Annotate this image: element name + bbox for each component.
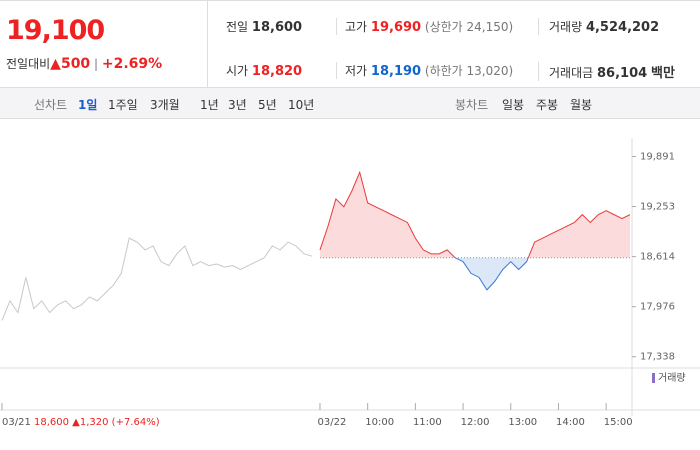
info-unit: 백만 — [651, 66, 675, 81]
info-label: 거래대금 — [549, 66, 594, 80]
info-note: (상한가 24,150) — [424, 20, 514, 34]
tab[interactable]: 3개월 — [150, 98, 180, 112]
info-note: (하한가 13,020) — [424, 64, 514, 78]
tab-group-label: 선차트 — [34, 98, 68, 112]
y-tick-label: 19,891 — [640, 152, 675, 163]
info-value: 18,820 — [251, 64, 303, 79]
tab[interactable]: 일봉 — [502, 98, 525, 112]
header: 19,100 전일대비▲500 | +2.69% 전일 18,600 고가 19… — [0, 0, 700, 88]
tab[interactable]: 1주일 — [108, 98, 138, 112]
change-rate: +2.69% — [101, 56, 163, 72]
volume-legend: 거래량 — [658, 372, 686, 384]
x-tick-label: 13:00 — [508, 417, 537, 428]
x-tick-label: 10:00 — [365, 417, 394, 428]
tab[interactable]: 1일 — [78, 98, 98, 112]
price-line-up — [319, 170, 631, 258]
footer-summary: 18,600 ▲1,320 (+7.64%) — [34, 417, 160, 428]
tab[interactable]: 월봉 — [570, 98, 593, 112]
x-tick-label: 12:00 — [461, 417, 490, 428]
change: 전일대비▲500 | +2.69% — [6, 56, 163, 72]
price-line-down — [454, 257, 529, 291]
info-label: 거래량 — [549, 20, 583, 34]
info-value: 86,104 — [597, 66, 648, 81]
area-down — [319, 257, 630, 290]
x-tick-label: 03/21 — [2, 417, 31, 428]
info-value: 18,190 — [370, 64, 422, 79]
info-label: 시가 — [226, 64, 249, 78]
x-tick-label: 14:00 — [556, 417, 585, 428]
info-table: 전일 18,600 고가 19,690 (상한가 24,150) 거래량 4,5… — [207, 1, 700, 88]
info-value: 4,524,202 — [585, 20, 660, 35]
x-tick-label: 03/22 — [318, 417, 347, 428]
y-tick-label: 17,338 — [640, 352, 675, 363]
x-tick-label: 11:00 — [413, 417, 442, 428]
info-value: 19,690 — [370, 20, 422, 35]
tab[interactable]: 5년 — [258, 98, 277, 112]
tab-group-label: 봉차트 — [455, 98, 489, 112]
y-tick-label: 17,976 — [640, 302, 675, 313]
x-tick-label: 15:00 — [604, 417, 633, 428]
info-label: 저가 — [345, 64, 368, 78]
y-tick-label: 19,253 — [640, 202, 675, 213]
tab[interactable]: 3년 — [228, 98, 247, 112]
change-label: 전일대비 — [6, 57, 51, 71]
tab[interactable]: 1년 — [200, 98, 219, 112]
price: 19,100 — [6, 15, 105, 46]
tab-bar: 선차트 봉차트 1일 1주일 3개월 1년 3년 5년 10년 일봉 주봉 월봉 — [0, 88, 700, 119]
info-value: 18,600 — [251, 20, 303, 35]
legend-swatch — [652, 373, 655, 383]
info-label: 고가 — [345, 20, 368, 34]
change-value: 500 — [60, 56, 91, 72]
y-tick-label: 18,614 — [640, 252, 675, 263]
tab[interactable]: 주봉 — [536, 98, 559, 112]
price-line — [1, 237, 313, 321]
area-up — [319, 172, 630, 258]
tab[interactable]: 10년 — [288, 98, 315, 112]
info-label: 전일 — [226, 20, 249, 34]
chart: 19,891 19,253 18,614 17,976 17,338 03/21 03/22… — [0, 138, 700, 428]
